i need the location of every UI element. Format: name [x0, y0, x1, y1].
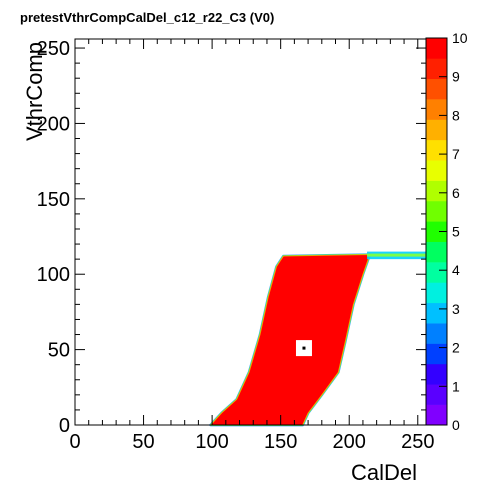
x-tick-label: 0: [69, 431, 80, 453]
x-tick-label: 100: [195, 431, 228, 453]
colorbar-tick-label: 4: [452, 262, 460, 278]
colorbar-bin: [426, 363, 447, 385]
colorbar-tick-label: 1: [452, 378, 460, 394]
colorbar-tick-label: 10: [452, 30, 468, 46]
y-tick-label: 200: [37, 113, 70, 135]
colorbar-bin: [426, 180, 447, 202]
colorbar-bin: [426, 343, 447, 365]
colorbar-tick-label: 2: [452, 340, 460, 356]
y-tick-label: 0: [59, 415, 70, 437]
colorbar-bin: [426, 38, 447, 59]
colorbar-tick-label: 7: [452, 146, 460, 162]
y-tick-label: 50: [48, 340, 70, 362]
colorbar-bin: [426, 262, 447, 283]
colorbar-bin: [426, 241, 447, 263]
colorbar-bin: [426, 282, 447, 304]
y-tick-label: 150: [37, 189, 70, 211]
y-tick-label: 100: [37, 264, 70, 286]
x-axis-ticks: 0 50 100 150 200 250: [69, 39, 434, 453]
colorbar-bin: [426, 58, 447, 80]
colorbar-bin: [426, 139, 447, 161]
colorbar-tick-label: 3: [452, 301, 460, 317]
x-tick-label: 150: [264, 431, 297, 453]
plateau-band-core: [367, 253, 426, 257]
x-tick-label: 50: [132, 431, 154, 453]
y-tick-label: 250: [37, 38, 70, 60]
colorbar-tick-label: 9: [452, 69, 460, 85]
colorbar-bin: [426, 221, 447, 242]
colorbar: 0 1 2 3 4 5 6 7 8 9 10: [425, 30, 468, 433]
colorbar-bin: [426, 200, 447, 222]
colorbar-bin: [426, 78, 447, 100]
heatmap-layer: [209, 251, 426, 427]
colorbar-bin: [426, 99, 447, 120]
colorbar-bin: [426, 160, 447, 181]
colorbar-tick-label: 5: [452, 224, 460, 240]
colorbar-bin: [426, 384, 447, 405]
colorbar-bin: [426, 302, 447, 324]
y-axis-ticks: 0 50 100 150 200 250: [37, 38, 426, 437]
colorbar-tick-label: 6: [452, 185, 460, 201]
colorbar-bin: [426, 404, 447, 426]
x-tick-label: 250: [401, 431, 434, 453]
colorbar-tick-label: 0: [452, 417, 460, 433]
marker-point: [302, 346, 306, 350]
x-tick-label: 200: [333, 431, 366, 453]
chart-title: pretestVthrCompCalDel_c12_r22_C3 (V0): [20, 10, 274, 25]
x-axis-label: CalDel: [351, 460, 417, 485]
y-axis-label: VthrComp: [22, 42, 47, 141]
colorbar-tick-label: 8: [452, 107, 460, 123]
colorbar-bin: [426, 119, 447, 141]
colorbar-bin: [426, 323, 447, 344]
plot-background: [75, 39, 426, 425]
